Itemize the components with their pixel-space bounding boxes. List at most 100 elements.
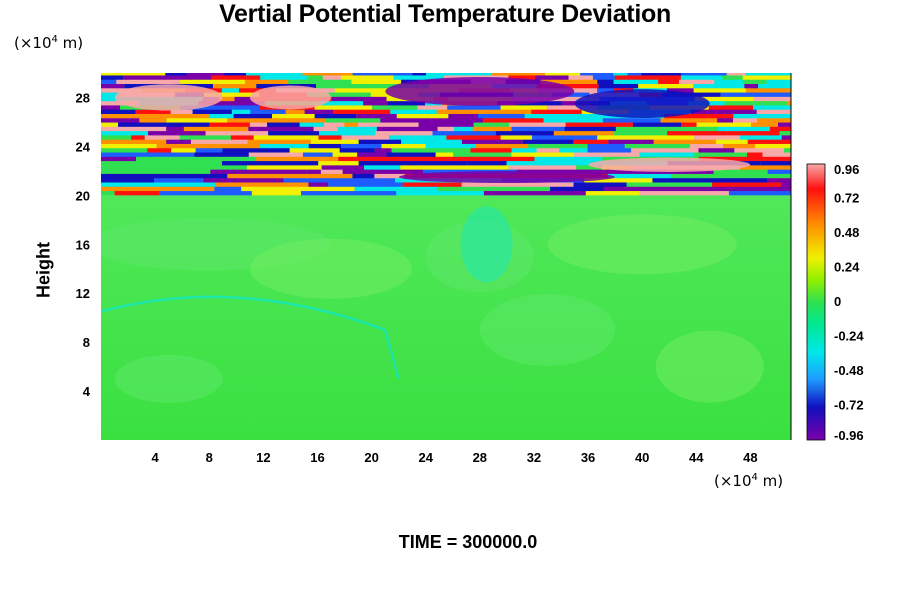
heatmap-cell	[670, 173, 700, 179]
heatmap-cell	[215, 181, 309, 187]
heatmap-cell	[396, 113, 449, 119]
heatmap-cell	[401, 139, 462, 144]
y-tick-label: 16	[76, 237, 90, 252]
heatmap-cell	[171, 147, 196, 153]
heatmap-cell	[166, 126, 184, 132]
heatmap-cell	[448, 147, 471, 153]
heatmap-cell	[357, 151, 387, 157]
heatmap-cell	[388, 134, 447, 140]
heatmap-cell	[398, 126, 438, 132]
heatmap-cell	[195, 147, 223, 153]
heatmap-cell	[639, 190, 729, 196]
heatmap-cell	[101, 164, 115, 170]
heatmap-cell	[302, 73, 353, 76]
heatmap-cell	[753, 104, 791, 110]
heatmap-cell	[268, 130, 320, 136]
heatmap-cell	[475, 143, 529, 149]
heatmap-cell	[101, 181, 216, 187]
heatmap-cell	[467, 160, 507, 166]
heatmap-cell	[597, 87, 614, 93]
heatmap-cell	[511, 126, 565, 132]
heatmap-cell	[333, 109, 354, 114]
heatmap-cell	[740, 134, 757, 140]
heatmap-cell	[352, 173, 375, 179]
heatmap-cell	[550, 186, 604, 192]
heatmap-cyan-plume	[460, 206, 513, 283]
y-tick-label: 20	[76, 188, 90, 203]
heatmap-cell	[364, 164, 401, 170]
heatmap-cell	[603, 186, 709, 192]
heatmap-cell	[779, 130, 791, 136]
heatmap-cell	[101, 121, 119, 127]
heatmap-cell	[179, 134, 231, 140]
heatmap-cell	[179, 104, 233, 110]
heatmap-cell	[461, 181, 574, 187]
heatmap-cell	[698, 147, 735, 153]
heatmap-cell	[597, 79, 614, 85]
heatmap-cell	[652, 177, 768, 183]
x-tick-label: 12	[256, 450, 270, 465]
heatmap-cell	[777, 121, 791, 127]
heatmap-cell	[314, 104, 373, 110]
heatmap-cell	[390, 109, 437, 114]
heatmap-cell	[559, 147, 588, 153]
heatmap-cell	[363, 100, 388, 106]
heatmap-cell	[147, 147, 172, 153]
heatmap-cell	[306, 169, 321, 174]
heatmap-cell	[245, 79, 289, 85]
heatmap-cell	[247, 164, 322, 170]
heatmap-cell	[454, 126, 473, 132]
heatmap-cell	[708, 113, 734, 119]
heatmap-cell	[734, 147, 749, 153]
heatmap-cell	[101, 139, 167, 144]
x-tick-label: 40	[635, 450, 649, 465]
heatmap-cell	[724, 100, 787, 106]
heatmap-cell	[123, 74, 175, 80]
heatmap-cell	[762, 151, 781, 157]
heatmap-cell	[197, 164, 214, 170]
heatmap-cell	[247, 139, 311, 144]
heatmap-cell	[506, 160, 617, 166]
heatmap-cell	[304, 109, 334, 114]
heatmap-cell	[516, 169, 605, 174]
heatmap-cell	[233, 113, 273, 119]
heatmap-cell	[212, 83, 257, 89]
heatmap-cell	[767, 169, 791, 174]
heatmap-cell	[491, 109, 532, 114]
heatmap-cell	[310, 139, 359, 144]
heatmap-cell	[607, 173, 671, 179]
heatmap-cell	[101, 186, 215, 192]
heatmap-cell	[186, 73, 225, 76]
heatmap-cell	[744, 83, 759, 89]
heatmap-cell	[615, 126, 663, 132]
heatmap-cell	[694, 96, 754, 102]
heatmap-cell	[322, 74, 341, 80]
heatmap-cell	[101, 91, 121, 97]
heatmap-cell	[101, 177, 154, 183]
heatmap-cell	[301, 190, 397, 196]
heatmap-cell	[246, 73, 303, 76]
heatmap-cell	[756, 134, 782, 140]
heatmap-cell	[299, 121, 325, 127]
heatmap-cell	[314, 113, 357, 119]
heatmap-cell	[608, 139, 654, 144]
heatmap-cell	[221, 160, 319, 166]
heatmap-cell	[722, 143, 756, 149]
heatmap-blob	[385, 76, 575, 106]
heatmap-cell	[351, 79, 368, 85]
y-tick-label: 8	[83, 335, 90, 350]
heatmap-cell	[515, 100, 562, 106]
heatmap-cell	[344, 121, 359, 127]
heatmap-cell	[222, 147, 290, 153]
heatmap-cell	[339, 147, 375, 153]
heatmap-cell	[500, 104, 548, 110]
heatmap-cell	[101, 160, 222, 166]
heatmap-cell	[698, 156, 765, 162]
heatmap-cell	[658, 79, 679, 85]
heatmap-cell	[221, 87, 240, 93]
heatmap-cell	[739, 164, 791, 170]
heatmap-cell	[205, 130, 269, 136]
heatmap-cell	[144, 134, 180, 140]
heatmap-cell	[272, 113, 315, 119]
y-tick-label: 24	[76, 139, 91, 154]
